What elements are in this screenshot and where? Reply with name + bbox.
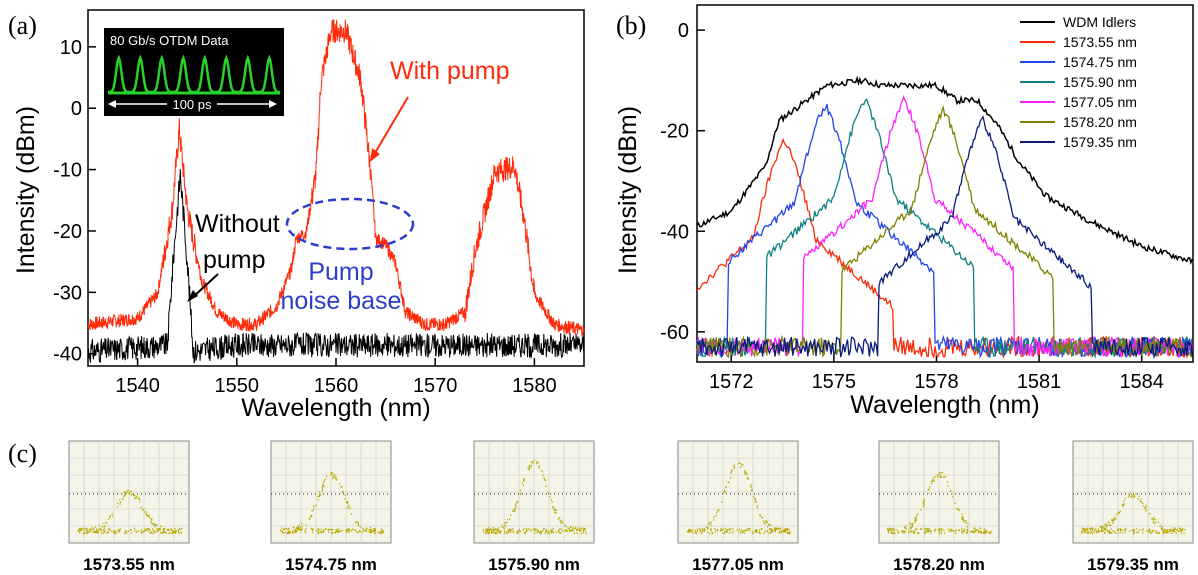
with-pump-arrowhead bbox=[370, 148, 380, 162]
panel-a-xtick-label: 1560 bbox=[314, 375, 359, 397]
otdm-inset-trace bbox=[108, 54, 280, 95]
panel-c: (c) 1573.55 nm 1574.75 nm 1575.90 nm 1577.0… bbox=[8, 439, 1194, 574]
legend-entry: 1573.55 nm bbox=[1063, 34, 1137, 50]
panel-b-xtick-label: 1572 bbox=[709, 371, 754, 393]
panel-a-label: (a) bbox=[8, 11, 37, 40]
panel-a-ytick-label: -10 bbox=[53, 160, 82, 182]
eye-label: 1577.05 nm bbox=[692, 555, 784, 574]
panel-a-ticks: 1540 1550 1560 1570 1580 -40 -30 -20 -10 0 10 bbox=[53, 37, 557, 397]
panel-a-xtick-label: 1570 bbox=[413, 375, 458, 397]
panel-b: (b) Wavelength (nm) Intensity (dBm) 1572… bbox=[614, 4, 1194, 419]
panel-b-ytick-label: -40 bbox=[660, 221, 689, 243]
panel-b-ytick-label: 0 bbox=[678, 20, 689, 42]
eye-diagram: 1574.75 nm bbox=[270, 440, 392, 574]
panel-a-ytick-label: -30 bbox=[53, 282, 82, 304]
otdm-scale-label-bg bbox=[167, 96, 217, 112]
eye-label: 1578.20 nm bbox=[893, 555, 985, 574]
panel-b-xlabel: Wavelength (nm) bbox=[850, 391, 1039, 419]
eye-label: 1579.35 nm bbox=[1087, 555, 1179, 574]
eye-trace bbox=[887, 471, 992, 535]
otdm-scale-arrow-left bbox=[108, 100, 116, 108]
eye-diagram: 1575.90 nm bbox=[473, 440, 595, 574]
pump-noise-label-2: noise base bbox=[281, 287, 402, 315]
legend-entry: 1575.90 nm bbox=[1063, 74, 1137, 90]
panel-a-ytick-label: -40 bbox=[53, 344, 82, 366]
panel-a-xtick-label: 1550 bbox=[215, 375, 260, 397]
legend-entry: 1579.35 nm bbox=[1063, 134, 1137, 150]
panel-b-xtick-label: 1578 bbox=[914, 371, 959, 393]
panel-a-ytick-label: 0 bbox=[71, 98, 82, 120]
eye-diagram: 1573.55 nm bbox=[68, 440, 190, 574]
panel-a-ylabel: Intensity (dBm) bbox=[12, 106, 40, 274]
without-pump-label-2: pump bbox=[203, 246, 266, 274]
legend-entry: WDM Idlers bbox=[1063, 14, 1136, 30]
eye-label: 1573.55 nm bbox=[83, 555, 175, 574]
without-pump-label-1: Without bbox=[195, 210, 280, 238]
panel-a-series bbox=[87, 19, 585, 364]
legend-entry: 1577.05 nm bbox=[1063, 94, 1137, 110]
with-pump-label: With pump bbox=[390, 57, 509, 85]
otdm-scale-arrow-right bbox=[269, 100, 277, 108]
without-pump-arrowhead bbox=[187, 290, 198, 302]
panel-b-frame bbox=[696, 4, 1194, 363]
panel-a-xlabel: Wavelength (nm) bbox=[241, 394, 430, 422]
panel-a: (a) Wavelength (nm) Intensity (dBm) 1540… bbox=[8, 9, 585, 422]
eye-label: 1574.75 nm bbox=[285, 555, 377, 574]
eye-diagram: 1579.35 nm bbox=[1072, 440, 1194, 574]
series-idler-1 bbox=[696, 137, 1193, 359]
panel-a-xtick-label: 1580 bbox=[512, 375, 557, 397]
eye-trace bbox=[279, 471, 384, 535]
panel-b-xtick-label: 1581 bbox=[1017, 371, 1062, 393]
panel-b-xtick-label: 1575 bbox=[812, 371, 857, 393]
legend-entry: 1574.75 nm bbox=[1063, 54, 1137, 70]
eye-trace bbox=[482, 459, 587, 535]
panel-b-ylabel: Intensity (dBm) bbox=[614, 106, 642, 274]
panel-b-xtick-label: 1584 bbox=[1119, 371, 1164, 393]
panel-a-xtick-label: 1540 bbox=[115, 375, 160, 397]
otdm-inset-title: 80 Gb/s OTDM Data bbox=[110, 33, 229, 48]
otdm-scale-label: 100 ps bbox=[172, 97, 212, 112]
eye-trace bbox=[1081, 492, 1186, 535]
panel-b-ytick-label: -60 bbox=[660, 322, 689, 344]
series-wdm-idlers bbox=[696, 75, 1193, 265]
panel-b-series bbox=[696, 75, 1193, 360]
series-without-pump bbox=[87, 169, 585, 364]
panel-b-label: (b) bbox=[616, 11, 646, 40]
legend-entry: 1578.20 nm bbox=[1063, 114, 1137, 130]
panel-b-ytick-label: -20 bbox=[660, 121, 689, 143]
eye-diagrams: 1573.55 nm 1574.75 nm 1575.90 nm 1577.05 nm… bbox=[68, 440, 1194, 574]
eye-diagram: 1578.20 nm bbox=[878, 440, 1000, 574]
panel-a-ytick-label: -20 bbox=[53, 221, 82, 243]
series-with-pump bbox=[87, 19, 585, 337]
eye-trace bbox=[686, 462, 791, 535]
panel-a-ytick-label: 10 bbox=[60, 37, 82, 59]
eye-diagram: 1577.05 nm bbox=[677, 440, 799, 574]
pump-noise-label-1: Pump bbox=[308, 258, 373, 286]
pump-noise-ellipse bbox=[285, 197, 415, 251]
panel-b-legend: WDM Idlers 1573.55 nm 1574.75 nm 1575.90 nm… bbox=[1020, 14, 1137, 150]
panel-b-ticks: 1572 1575 1578 1581 1584 -60 -40 -20 0 bbox=[660, 20, 1164, 393]
otdm-inset: 80 Gb/s OTDM Data 100 ps bbox=[104, 28, 284, 116]
with-pump-arrow bbox=[371, 96, 409, 159]
panel-c-label: (c) bbox=[8, 439, 37, 468]
series-idler-6 bbox=[696, 115, 1193, 360]
eye-label: 1575.90 nm bbox=[488, 555, 580, 574]
eye-trace bbox=[77, 489, 183, 535]
